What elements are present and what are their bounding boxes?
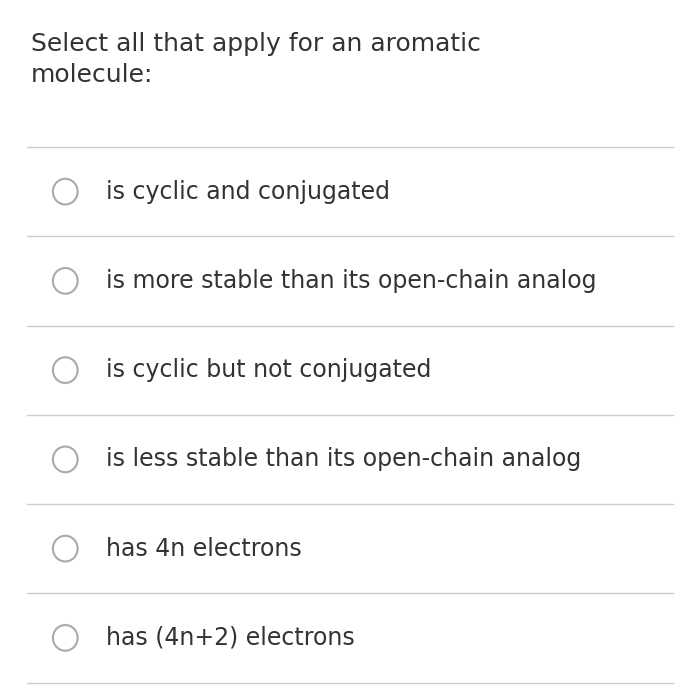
Text: has 4n electrons: has 4n electrons	[106, 537, 302, 561]
Text: Select all that apply for an aromatic: Select all that apply for an aromatic	[31, 32, 481, 55]
Text: has (4n+2) electrons: has (4n+2) electrons	[106, 626, 355, 650]
Text: is cyclic but not conjugated: is cyclic but not conjugated	[106, 358, 432, 382]
Text: is more stable than its open-chain analog: is more stable than its open-chain analo…	[106, 269, 597, 293]
Text: is cyclic and conjugated: is cyclic and conjugated	[106, 180, 390, 204]
Text: is less stable than its open-chain analog: is less stable than its open-chain analo…	[106, 447, 582, 471]
Text: molecule:: molecule:	[31, 63, 153, 87]
